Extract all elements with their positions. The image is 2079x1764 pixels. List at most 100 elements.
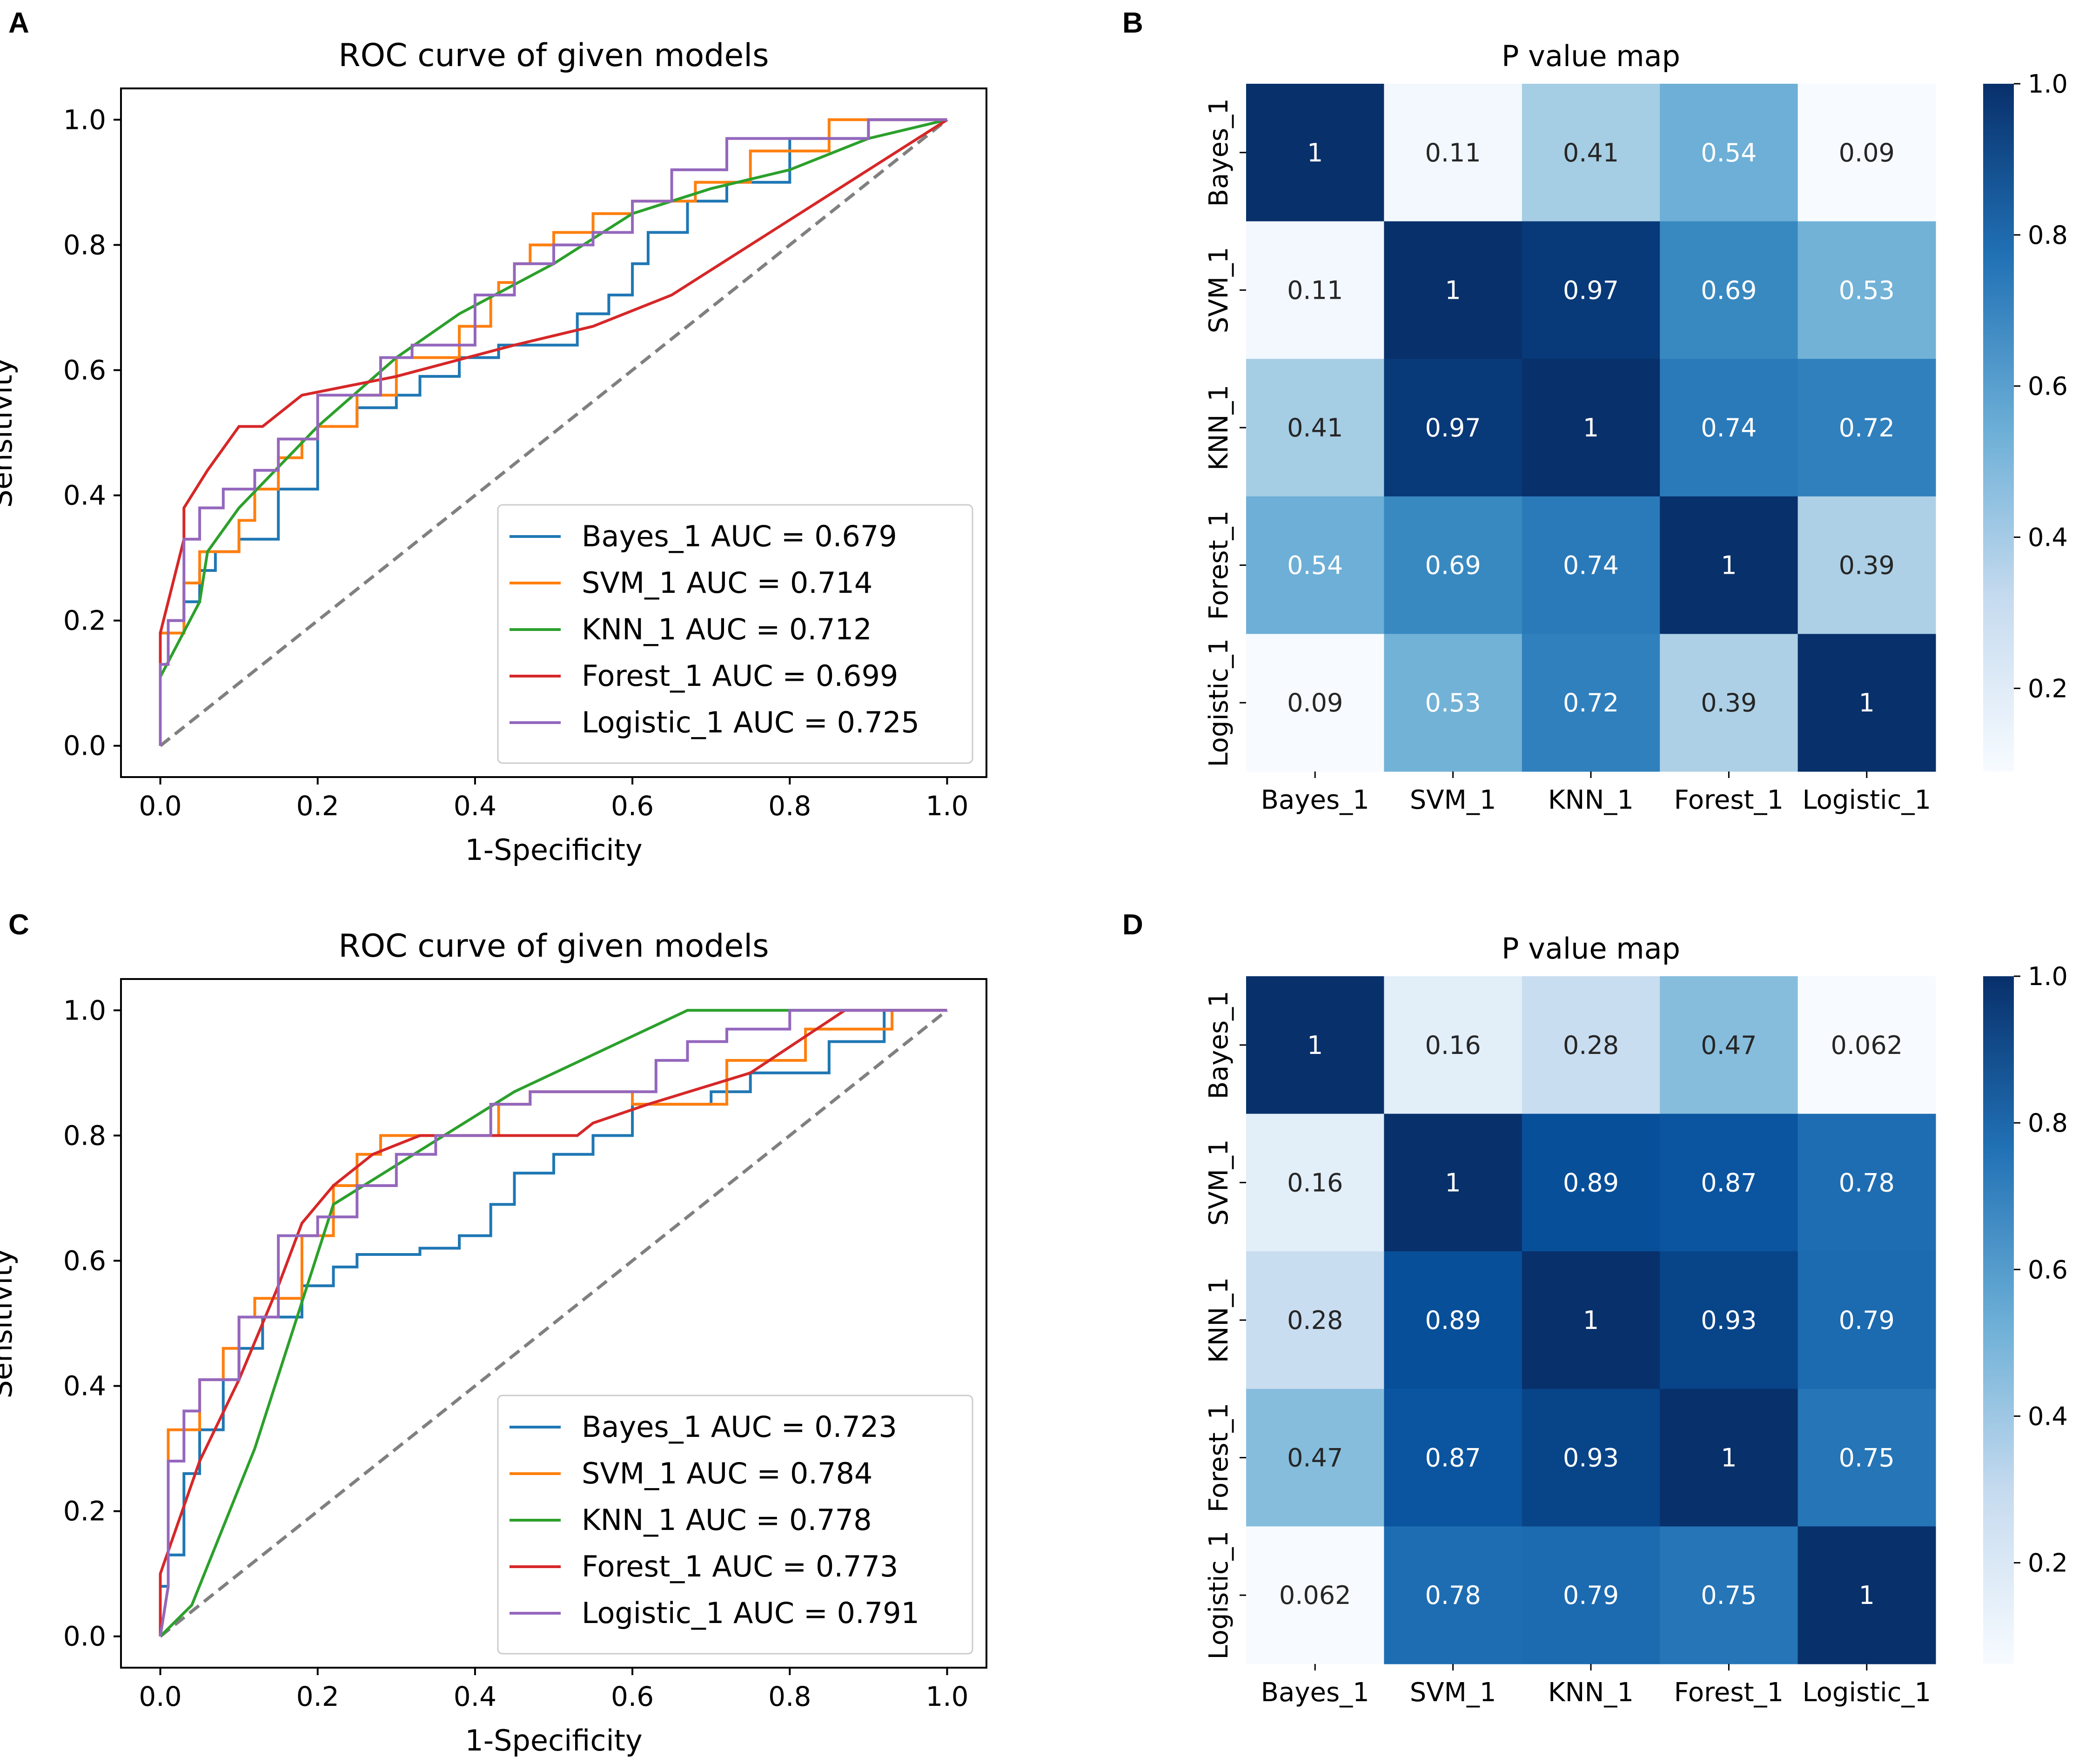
heatmap-cell-value: 0.89 [1563, 1168, 1619, 1197]
heatmap-cell-value: 0.47 [1287, 1443, 1343, 1473]
heatmap-cell [1384, 1388, 1522, 1527]
heatmap-cell-value: 0.54 [1701, 138, 1757, 168]
heatmap-cell [1246, 496, 1384, 634]
x-tick-label: 0.2 [296, 1681, 339, 1712]
legend-entry: Logistic_1 AUC = 0.725 [582, 705, 919, 739]
heatmap-cell-value: 0.062 [1279, 1581, 1351, 1610]
panel-c: C ROC curve of given models 0.0 0.2 0.4 0.6 0.… [0, 909, 987, 1757]
y-category-label: Logistic_1 [1204, 1531, 1234, 1660]
y-tick-label: 1.0 [63, 104, 106, 135]
axes-frame [120, 87, 987, 778]
heatmap-cell [1522, 359, 1660, 497]
heatmap-cell [1660, 1251, 1798, 1389]
heatmap-cell [1797, 359, 1936, 497]
heatmap-cell [1384, 976, 1522, 1114]
x-tick-label: 0.0 [139, 1681, 181, 1712]
heatmap-cell [1522, 976, 1660, 1114]
heatmap-cell [1384, 359, 1522, 497]
heatmap-cell [1384, 1526, 1522, 1664]
x-tick-label: 0.4 [454, 790, 496, 822]
heatmap-cell [1384, 1251, 1522, 1389]
heatmap-cell-value: 0.69 [1425, 551, 1481, 580]
heatmap-cell-value: 0.16 [1425, 1031, 1481, 1060]
legend-box [497, 504, 973, 764]
heatmap-cell-value: 0.39 [1701, 688, 1757, 718]
heatmap-cell-value: 0.78 [1425, 1581, 1481, 1610]
x-category-label: Forest_1 [1674, 1677, 1784, 1708]
heatmap-cell [1246, 634, 1384, 772]
legend-entry: KNN_1 AUC = 0.778 [582, 1503, 872, 1537]
colorbar-tick-label: 1.0 [2028, 962, 2068, 991]
heatmap-cell [1660, 359, 1798, 497]
heatmap-cell-value: 0.87 [1701, 1168, 1757, 1197]
heatmap-cell [1522, 1251, 1660, 1389]
heatmap-cell-value: 0.75 [1839, 1443, 1895, 1473]
legend-box [497, 1395, 973, 1655]
heatmap-cell [1797, 1113, 1936, 1252]
heatmap-cell [1660, 84, 1798, 222]
y-axis-label: Sensitivity [0, 358, 19, 508]
chart-title: ROC curve of given models [338, 928, 769, 965]
heatmap-cell-value: 0.87 [1425, 1443, 1481, 1473]
y-axis-label: Sensitivity [0, 1248, 19, 1399]
heatmap-cell [1246, 1526, 1384, 1664]
x-tick-label: 0.2 [296, 790, 339, 822]
colorbar-tick-label: 0.6 [2028, 1255, 2068, 1284]
y-category-label: SVM_1 [1204, 247, 1234, 333]
heatmap-cell-value: 1 [1859, 1581, 1875, 1610]
heatmap-cell [1246, 976, 1384, 1114]
legend-entry: KNN_1 AUC = 0.712 [582, 612, 872, 646]
x-category-label: SVM_1 [1410, 785, 1496, 815]
heatmap-cell [1522, 1113, 1660, 1252]
legend-entry: Logistic_1 AUC = 0.791 [582, 1596, 919, 1630]
heatmap-cell [1797, 1526, 1936, 1664]
heatmap-cell-value: 0.93 [1701, 1306, 1757, 1335]
x-tick-label: 0.0 [139, 790, 181, 822]
colorbar-tick-label: 1.0 [2028, 69, 2068, 99]
heatmap-title: P value map [1502, 39, 1680, 73]
y-tick-label: 0.0 [63, 730, 106, 762]
roc-curve-knn-1 [159, 118, 948, 746]
heatmap-cell [1384, 496, 1522, 634]
y-category-label: Bayes_1 [1204, 991, 1234, 1099]
legend-entry: SVM_1 AUC = 0.714 [582, 566, 872, 600]
heatmap-cell [1246, 1113, 1384, 1252]
heatmap-cell-value: 0.75 [1701, 1581, 1757, 1610]
heatmap-cell [1246, 1388, 1384, 1527]
heatmap-cell-value: 0.93 [1563, 1443, 1619, 1473]
x-category-label: SVM_1 [1410, 1677, 1496, 1708]
legend-entry: Forest_1 AUC = 0.699 [582, 659, 898, 693]
colorbar [1983, 84, 2014, 771]
x-category-label: Logistic_1 [1802, 1677, 1931, 1708]
x-tick-label: 0.8 [768, 790, 811, 822]
heatmap-cell-value: 0.72 [1839, 413, 1895, 443]
reference-diagonal-line [159, 118, 948, 747]
heatmap-cell-value: 0.39 [1839, 551, 1895, 580]
x-axis-label: 1-Specificity [465, 1724, 642, 1757]
y-tick-label: 0.8 [63, 229, 106, 261]
heatmap-cell-value: 0.79 [1563, 1581, 1619, 1610]
heatmap-cell [1660, 221, 1798, 359]
heatmap-cell-value: 0.28 [1287, 1306, 1343, 1335]
heatmap-cell-value: 0.09 [1287, 688, 1343, 718]
roc-curve-knn-1 [159, 1009, 947, 1637]
heatmap-cell-value: 0.28 [1563, 1031, 1619, 1060]
heatmap-cell [1660, 1113, 1798, 1252]
heatmap-cell [1384, 221, 1522, 359]
heatmap-cell-value: 0.54 [1287, 551, 1343, 580]
heatmap-cell [1660, 1526, 1798, 1664]
panel-d: D P value map 1 0.16 0.28 0.47 0.062 0.16 1 0.89 0… [1122, 909, 2068, 1708]
roc-curve-logistic-1 [159, 118, 947, 746]
heatmap-cell [1246, 359, 1384, 497]
heatmap-cell-value: 0.41 [1563, 138, 1619, 168]
colorbar-tick-label: 0.4 [2028, 1402, 2068, 1431]
y-tick-label: 0.4 [63, 480, 106, 511]
heatmap-cell-value: 0.53 [1839, 275, 1895, 305]
heatmap-cell-value: 0.69 [1701, 275, 1757, 305]
roc-curve-forest-1 [159, 1009, 947, 1637]
heatmap-cell-value: 0.97 [1425, 413, 1481, 443]
y-category-label: Bayes_1 [1204, 98, 1234, 207]
y-category-label: SVM_1 [1204, 1139, 1234, 1226]
